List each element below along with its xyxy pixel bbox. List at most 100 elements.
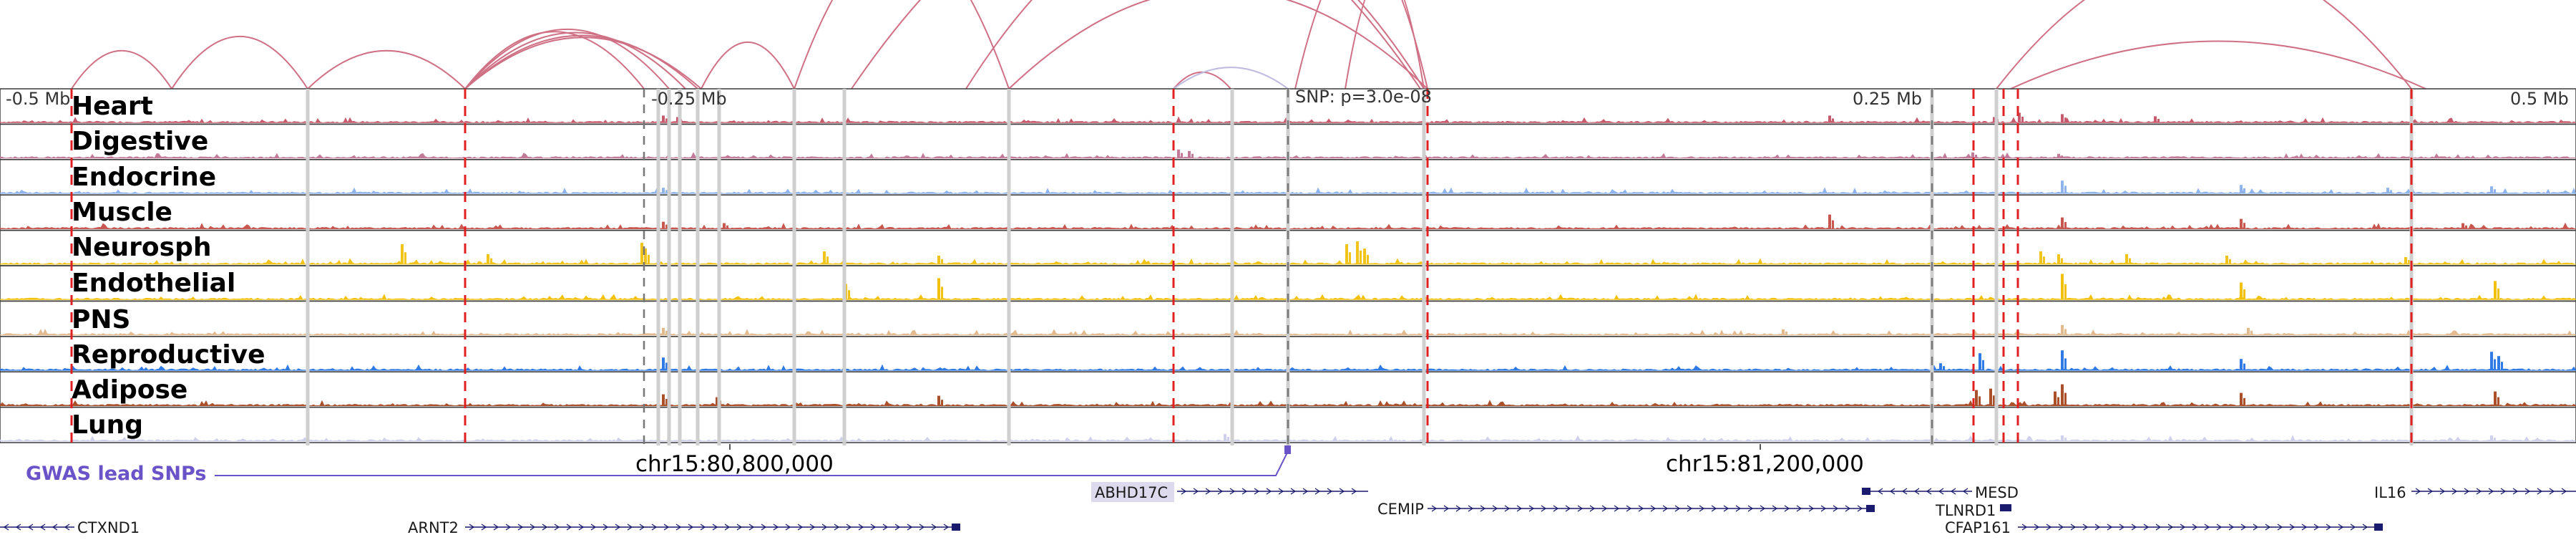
- signal-peak: [937, 395, 940, 406]
- gene-label-cfap161[interactable]: CFAP161: [1945, 519, 2011, 536]
- snp-pvalue-label: SNP: p=3.0e-08: [1295, 87, 1432, 107]
- signal-peak: [2494, 391, 2497, 406]
- strand-chevron: [2350, 524, 2356, 531]
- strand-chevron: [663, 524, 670, 531]
- gwas-track: GWAS lead SNPs: [26, 445, 1291, 485]
- signal-peak: [1356, 241, 1359, 264]
- strand-chevron: [64, 524, 70, 531]
- strand-chevron: [1541, 505, 1547, 512]
- gwas-snp-marker[interactable]: [1284, 445, 1291, 454]
- signal-peak: [2061, 155, 2063, 158]
- strand-chevron: [797, 524, 804, 531]
- strand-chevron: [2561, 488, 2567, 495]
- signal-peak: [665, 190, 668, 194]
- signal-peak: [1979, 353, 1981, 371]
- strand-chevron: [590, 524, 597, 531]
- strand-chevron: [2046, 524, 2052, 531]
- signal-peak: [662, 221, 665, 229]
- gene-label-mesd[interactable]: MESD: [1975, 484, 2019, 501]
- signal-peak: [665, 362, 668, 371]
- strand-chevron: [907, 524, 913, 531]
- strand-chevron: [2289, 524, 2296, 531]
- strand-chevron: [1808, 505, 1815, 512]
- strand-chevron: [1938, 488, 1944, 495]
- strand-chevron: [1711, 505, 1717, 512]
- signal-peak: [2490, 352, 2493, 371]
- signal-peak: [665, 399, 668, 406]
- signal-peak: [1224, 434, 1226, 441]
- strand-chevron: [2301, 524, 2308, 531]
- signal-peak: [941, 286, 943, 300]
- strand-chevron: [1480, 505, 1486, 512]
- signal-peak: [941, 400, 943, 406]
- signal-peak: [1227, 437, 1229, 441]
- strand-chevron: [1468, 505, 1474, 512]
- gene-track: ABHD17C MESD IL16 CEMIP TLNRD1 CTXND1 AR…: [0, 482, 2576, 536]
- gene-label-ctxnd1[interactable]: CTXND1: [77, 519, 140, 536]
- signal-peak: [2064, 329, 2067, 335]
- signal-peak: [2061, 274, 2064, 300]
- track-label-pns: PNS: [72, 305, 130, 334]
- interaction-arc: [851, 0, 1421, 90]
- strand-chevron: [1699, 505, 1705, 512]
- strand-chevron: [1901, 488, 1908, 495]
- gene-label-tlnrd1[interactable]: TLNRD1: [1935, 502, 1996, 519]
- strand-chevron: [2524, 488, 2531, 495]
- strand-chevron: [505, 524, 512, 531]
- signal-peak: [1989, 388, 1992, 406]
- signal-peak: [2465, 225, 2467, 229]
- signal-peak: [2390, 190, 2392, 194]
- strand-chevron: [542, 524, 548, 531]
- interaction-arc: [464, 28, 670, 90]
- strand-chevron: [712, 524, 718, 531]
- signal-peak: [2497, 397, 2499, 406]
- strand-chevron: [1290, 488, 1297, 495]
- track-label-digestive: Digestive: [72, 127, 208, 156]
- strand-chevron: [2427, 488, 2434, 495]
- strand-chevron: [761, 524, 767, 531]
- signal-peak: [644, 249, 647, 264]
- strand-chevron: [736, 524, 743, 531]
- signal-peak: [1345, 244, 1348, 264]
- signal-peak: [2240, 392, 2243, 406]
- signal-peak: [1832, 220, 1834, 229]
- genomic-coordinates: chr15:80,800,000 chr15:81,200,000: [635, 444, 1864, 477]
- track-label-adipose: Adipose: [72, 375, 187, 405]
- strand-chevron: [2326, 524, 2332, 531]
- signal-peak: [2497, 356, 2500, 371]
- strand-chevron: [1229, 488, 1236, 495]
- gwas-track-label: GWAS lead SNPs: [26, 463, 206, 485]
- signal-peak: [2462, 223, 2464, 229]
- signal-peak: [2018, 112, 2021, 123]
- gene-label-arnt2[interactable]: ARNT2: [408, 519, 459, 536]
- signal-peak: [2154, 116, 2157, 123]
- strand-chevron: [1339, 488, 1345, 495]
- strand-chevron: [517, 524, 524, 531]
- signal-peak: [665, 118, 668, 123]
- signal-peak: [1975, 155, 1977, 158]
- marker-lines: [70, 89, 2414, 447]
- gene-label-cemip[interactable]: CEMIP: [1377, 501, 1424, 518]
- interaction-arc: [2010, 40, 2426, 90]
- strand-chevron: [1553, 505, 1559, 512]
- track-label-lung: Lung: [72, 410, 143, 440]
- strand-chevron: [1351, 488, 1357, 495]
- signal-peak: [937, 278, 940, 300]
- strand-chevron: [1205, 488, 1211, 495]
- track-labels: Heart Digestive Endocrine Muscle Neurosp…: [72, 92, 265, 440]
- strand-chevron: [2500, 488, 2507, 495]
- strand-chevron: [1431, 505, 1438, 512]
- interaction-arc: [71, 50, 172, 90]
- gene-label-il16[interactable]: IL16: [2374, 484, 2406, 501]
- gene-label-abhd17c[interactable]: ABHD17C: [1095, 484, 1168, 501]
- signal-peak: [1360, 250, 1362, 264]
- signal-peak: [2240, 359, 2243, 371]
- strand-chevron: [785, 524, 791, 531]
- strand-chevron: [1181, 488, 1187, 495]
- strand-chevron: [1601, 505, 1608, 512]
- strand-chevron: [2240, 524, 2247, 531]
- signal-peak: [2494, 281, 2497, 300]
- signal-peak: [487, 254, 489, 264]
- strand-chevron: [554, 524, 560, 531]
- interaction-arc: [171, 35, 308, 90]
